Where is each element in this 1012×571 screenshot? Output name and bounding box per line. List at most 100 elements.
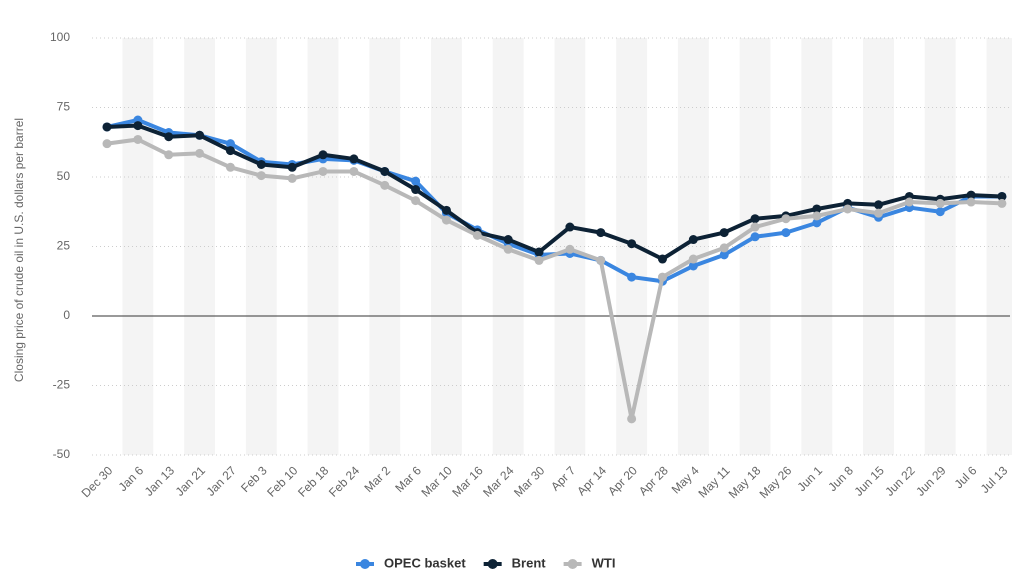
- point: [287, 162, 297, 172]
- x-tick-label: Feb 24: [326, 463, 363, 500]
- point: [256, 159, 266, 169]
- point: [966, 190, 976, 200]
- point: [225, 139, 235, 149]
- point: [565, 222, 575, 232]
- point: [411, 185, 421, 195]
- point: [719, 250, 729, 260]
- x-tick-label: May 26: [757, 463, 795, 501]
- point: [503, 235, 513, 245]
- point: [441, 205, 451, 215]
- point: [534, 247, 544, 257]
- point: [719, 243, 729, 253]
- y-axis-label: Closing price of crude oil in U.S. dolla…: [12, 118, 26, 382]
- legend-label: OPEC basket: [384, 555, 466, 570]
- x-tick-label: Apr 28: [636, 463, 671, 498]
- point: [750, 222, 760, 232]
- y-tick-label: 50: [57, 169, 71, 183]
- x-tick-label: Jun 29: [913, 463, 949, 499]
- point: [164, 150, 174, 160]
- x-tick-label: Jul 6: [952, 463, 980, 491]
- lines: [102, 115, 1007, 424]
- series-line: [106, 123, 1003, 262]
- y-tick-label: 100: [50, 30, 70, 44]
- point: [349, 154, 359, 164]
- point: [688, 235, 698, 245]
- x-tick-label: May 18: [726, 463, 764, 501]
- x-tick-label: Feb 18: [295, 463, 332, 500]
- y-tick-label: 25: [57, 239, 71, 253]
- point: [627, 414, 637, 424]
- legend-label: Brent: [512, 555, 547, 570]
- point: [411, 176, 421, 186]
- point: [750, 232, 760, 242]
- x-tick-label: Mar 16: [449, 463, 486, 500]
- point: [411, 196, 421, 206]
- x-tick-label: Apr 20: [605, 463, 640, 498]
- point: [997, 191, 1007, 201]
- point: [719, 228, 729, 238]
- point: [812, 218, 822, 228]
- x-tick-label: Jul 13: [978, 463, 1011, 496]
- point: [472, 230, 482, 240]
- point: [534, 255, 544, 265]
- point: [904, 197, 914, 207]
- point: [627, 272, 637, 282]
- point: [318, 150, 328, 160]
- point: [565, 244, 575, 254]
- x-tick-label: Jan 21: [173, 463, 209, 499]
- legend-dot: [567, 559, 578, 569]
- point: [812, 211, 822, 221]
- point: [596, 228, 606, 238]
- point: [164, 132, 174, 142]
- point: [102, 139, 112, 149]
- x-tick-label: Mar 24: [480, 463, 517, 500]
- point: [627, 239, 637, 249]
- point: [596, 255, 606, 265]
- point: [688, 261, 698, 271]
- point: [225, 162, 235, 172]
- x-tick-label: Jan 13: [142, 463, 178, 499]
- point: [657, 254, 667, 264]
- point: [287, 173, 297, 183]
- point: [781, 214, 791, 224]
- legend-dot: [360, 559, 370, 569]
- point: [935, 198, 945, 208]
- point: [133, 134, 143, 144]
- x-tick-label: Mar 2: [362, 463, 394, 495]
- x-tick-label: Jun 22: [882, 463, 918, 499]
- x-tick-label: Mar 10: [419, 463, 456, 500]
- point: [781, 228, 791, 238]
- band: [431, 38, 462, 455]
- x-tick-label: Jun 1: [794, 463, 825, 494]
- x-tick-label: Mar 30: [511, 463, 548, 500]
- point: [688, 254, 698, 264]
- band: [986, 38, 1012, 455]
- point: [935, 207, 945, 217]
- x-tick-label: May 11: [695, 463, 732, 500]
- point: [657, 272, 667, 282]
- point: [318, 166, 328, 176]
- point: [874, 208, 883, 218]
- point: [503, 244, 513, 254]
- x-tick-label: Feb 10: [264, 463, 301, 500]
- point: [225, 146, 235, 156]
- point: [102, 122, 112, 132]
- point: [843, 204, 853, 214]
- y-tick-label: 75: [57, 100, 71, 114]
- point: [997, 198, 1007, 208]
- point: [195, 130, 205, 140]
- point: [812, 204, 822, 214]
- point: [380, 180, 390, 190]
- x-tick-label: Dec 30: [79, 463, 116, 500]
- point: [441, 215, 451, 225]
- y-tick-label: -50: [53, 447, 71, 461]
- point: [750, 214, 760, 224]
- x-tick-label: Jan 27: [203, 463, 239, 499]
- point: [874, 200, 883, 210]
- point: [195, 148, 205, 158]
- point: [256, 171, 266, 181]
- point: [380, 166, 390, 176]
- band: [245, 38, 277, 455]
- point: [349, 166, 359, 176]
